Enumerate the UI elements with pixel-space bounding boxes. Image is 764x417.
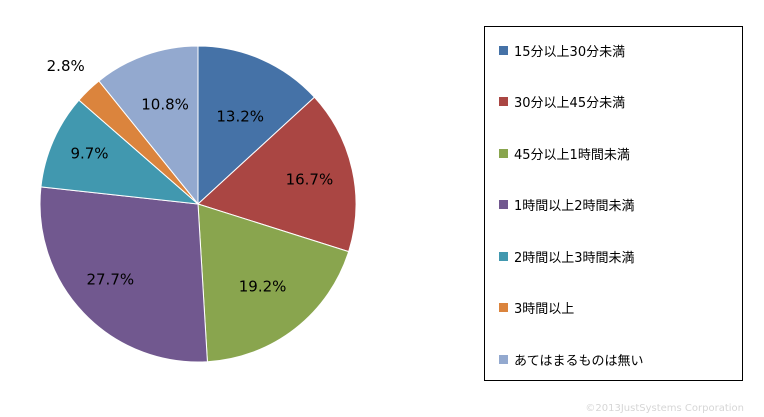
legend-swatch (499, 45, 508, 55)
copyright-notice: ©2013JustSystems Corporation (585, 403, 744, 414)
legend-item: 45分以上1時間未満 (499, 143, 630, 163)
slice-value-label: 10.8% (141, 96, 189, 114)
pie-slice (197, 203, 350, 363)
slice-value-label: 27.7% (86, 270, 134, 288)
legend-item: 3時間以上 (499, 298, 574, 318)
chart-legend: 15分以上30分未満 30分以上45分未満 45分以上1時間未満 1時間以上2時間未満… (484, 26, 743, 381)
legend-swatch (499, 303, 508, 312)
pie-slice (40, 99, 200, 205)
legend-label: 30分以上45分未満 (514, 96, 626, 111)
slice-value-label: 16.7% (286, 171, 334, 189)
legend-item: 30分以上45分未満 (499, 92, 625, 112)
legend-label: 45分以上1時間未満 (514, 147, 630, 163)
legend-swatch (499, 200, 508, 209)
pie-slice (197, 45, 316, 206)
slice-value-label: 19.2% (239, 277, 287, 295)
pie-slice (98, 45, 199, 206)
legend-label: 1時間以上2時間未満 (514, 199, 635, 214)
slice-value-label: 13.2% (216, 108, 264, 126)
legend-label: 3時間以上 (514, 302, 575, 317)
legend-item: あてはまるものは無い (499, 349, 643, 369)
legend-label: 2時間以上3時間未満 (514, 250, 635, 266)
legend-label: 15分以上30分未満 (514, 44, 626, 60)
legend-item: 15分以上30分未満 (499, 40, 625, 60)
legend-swatch (499, 354, 508, 364)
pie-slice (39, 186, 208, 363)
slice-value-label: 2.8% (47, 57, 85, 75)
legend-swatch (499, 97, 508, 106)
legend-item: 1時間以上2時間未満 (499, 195, 635, 215)
slice-value-label: 9.7% (70, 144, 108, 162)
legend-swatch (499, 148, 508, 158)
legend-label: あてはまるものは無い (514, 353, 644, 369)
legend-item: 2時間以上3時間未満 (499, 246, 635, 266)
legend-swatch (499, 251, 508, 261)
pie-slice (197, 96, 357, 253)
